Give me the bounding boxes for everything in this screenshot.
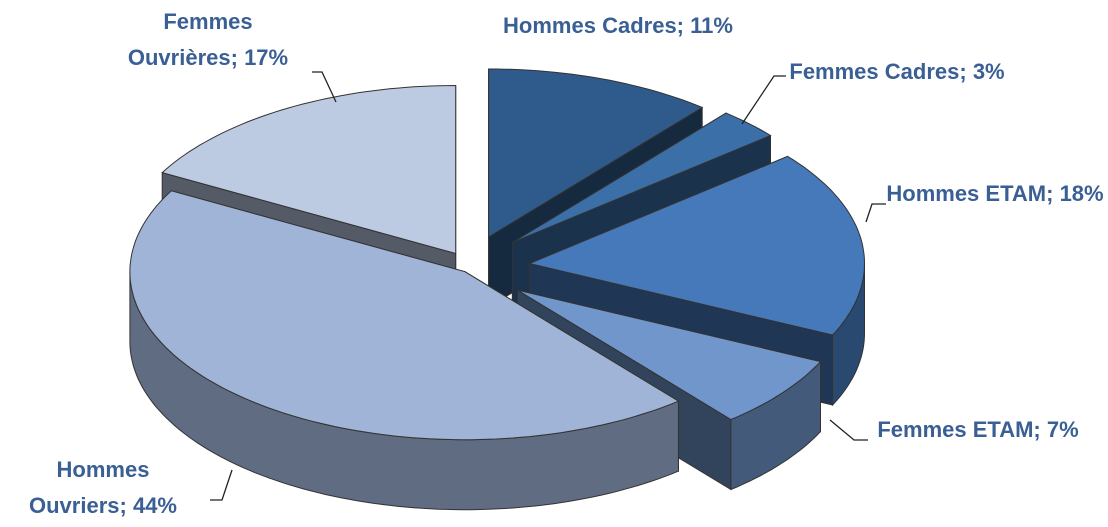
leader-line <box>312 71 337 103</box>
slice <box>488 68 704 238</box>
value-label: 7% <box>1046 417 1079 442</box>
slices <box>129 68 866 511</box>
data-label: Femmes Ouvrières; 17% <box>108 4 308 76</box>
value-label: 11% <box>690 13 733 38</box>
value-label: 44% <box>132 493 177 518</box>
slice <box>129 190 680 441</box>
data-label: Hommes ETAM; 18% <box>880 176 1108 212</box>
category-label: Femmes ETAM; <box>877 417 1041 442</box>
category-label: Femmes Ouvrières; <box>127 9 253 70</box>
slice <box>512 112 772 243</box>
value-label: 18% <box>1059 181 1104 206</box>
value-label: 17% <box>244 45 289 70</box>
category-label: Hommes ETAM; <box>886 181 1054 206</box>
data-label: Femmes ETAM; 7% <box>863 412 1093 448</box>
leader-line <box>210 469 233 501</box>
category-label: Femmes Cadres; <box>789 59 967 84</box>
slice <box>517 289 822 421</box>
data-label: Hommes Cadres; 11% <box>493 8 743 44</box>
leader-line <box>865 203 886 223</box>
category-label: Hommes Cadres; <box>503 13 684 38</box>
leader-line <box>741 75 786 125</box>
data-label: Femmes Cadres; 3% <box>777 54 1017 90</box>
data-label: Hommes Ouvriers; 44% <box>8 452 198 524</box>
category-label: Hommes Ouvriers; <box>29 457 150 518</box>
slice <box>161 84 457 255</box>
leader-lines <box>210 71 886 501</box>
leader-line <box>829 419 868 441</box>
slice <box>527 155 866 336</box>
value-label: 3% <box>972 59 1005 84</box>
